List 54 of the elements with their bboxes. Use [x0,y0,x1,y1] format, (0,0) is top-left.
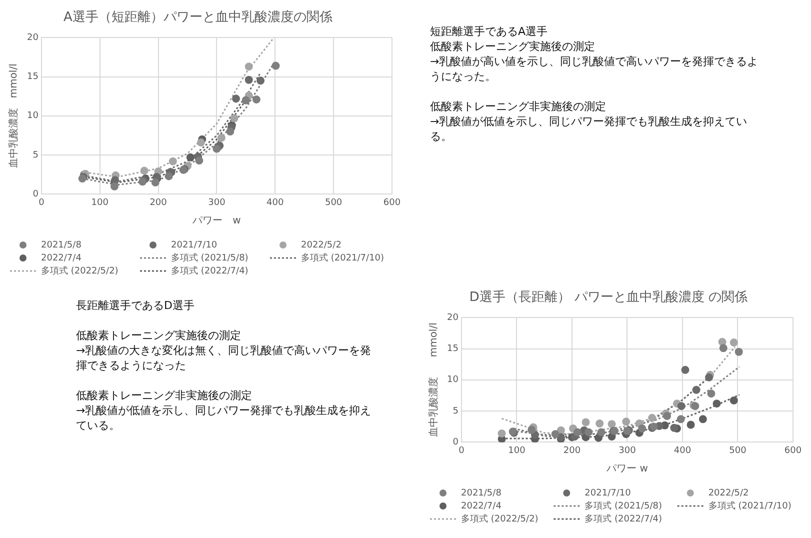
x-tick-label: 200 [563,446,581,456]
chart-title: A選手（短距離）パワーと血中乳酸濃度の関係 [64,9,332,26]
y-tick-label: 20 [27,32,39,43]
text: →乳酸値の大きな変化は無く、同じ乳酸値で高いパワーを発揮できるようになった [76,343,372,373]
y-tick-label: 15 [447,344,458,354]
legend-label: 2021/5/8 [461,488,502,498]
x-tick-label: 600 [383,198,401,208]
legend-label: 2022/5/2 [301,240,342,250]
legend-label: 多項式 (2021/7/10) [708,500,792,512]
text: 低酸素トレーニング実施後の測定 [76,328,242,343]
text: 低酸素トレーニング実施後の測定 [430,39,596,54]
x-tick-label: 300 [618,446,636,456]
legend-label: 2021/5/8 [41,240,82,250]
text: 短距離選手であるA選手 [430,24,549,39]
legend-label: 多項式 (2022/7/4) [584,513,662,524]
text: 低酸素トレーニング非実施後の測定 [76,388,253,403]
y-tick-label: 5 [32,150,38,160]
legend-label: 多項式 (2021/5/8) [584,500,662,512]
x-tick-label: 300 [208,198,226,208]
text: →乳酸値が低値を示し、同じパワー発揮でも乳酸生成を抑えている。 [76,403,372,433]
y-tick-label: 20 [447,312,459,323]
legend-label: 多項式 (2022/7/4) [171,265,248,276]
x-tick-label: 500 [729,446,747,456]
legend-label: 多項式 (2021/7/10) [301,252,384,264]
x-tick-label: 400 [266,198,284,208]
legend-label: 2022/5/2 [708,488,749,498]
y-axis-title: 血中乳酸濃度 mmol/l [428,322,440,438]
x-axis-title: パワー w [606,464,648,475]
x-tick-label: 600 [784,446,802,456]
x-tick-label: 500 [324,198,342,208]
x-tick-label: 400 [674,446,692,456]
x-tick-label: 100 [91,198,109,208]
x-axis-title: パワー w [192,216,241,227]
legend-label: 多項式 (2022/5/2) [41,265,118,276]
text: →乳酸値が低値を示し、同じパワー発揮でも乳酸生成を抑えている。 [430,114,748,144]
chart-title: D選手（長距離） パワーと血中乳酸濃度 の関係 [469,289,748,306]
y-tick-label: 10 [27,111,39,122]
legend-label: 2021/7/10 [171,240,218,250]
y-tick-label: 0 [452,438,459,448]
legend-label: 2021/7/10 [584,488,632,498]
x-tick-label: 100 [508,446,526,456]
legend-label: 2022/7/4 [461,501,502,512]
y-tick-label: 15 [27,72,38,82]
y-axis-title: 血中乳酸濃度 mmol/l [8,64,20,168]
text: 長距離選手であるD選手 [76,298,196,313]
y-tick-label: 10 [447,375,459,386]
legend-label: 多項式 (2022/5/2) [461,513,538,524]
y-tick-label: 0 [32,190,39,200]
legend-label: 多項式 (2021/5/8) [171,252,248,264]
text: 低酸素トレーニング非実施後の測定 [430,99,607,114]
text: →乳酸値が高い値を示し、同じ乳酸値で高いパワーを発揮できるようになった。 [430,54,760,84]
legend-label: 2022/7/4 [41,253,82,264]
x-tick-label: 200 [150,198,168,208]
y-tick-label: 5 [452,406,458,416]
